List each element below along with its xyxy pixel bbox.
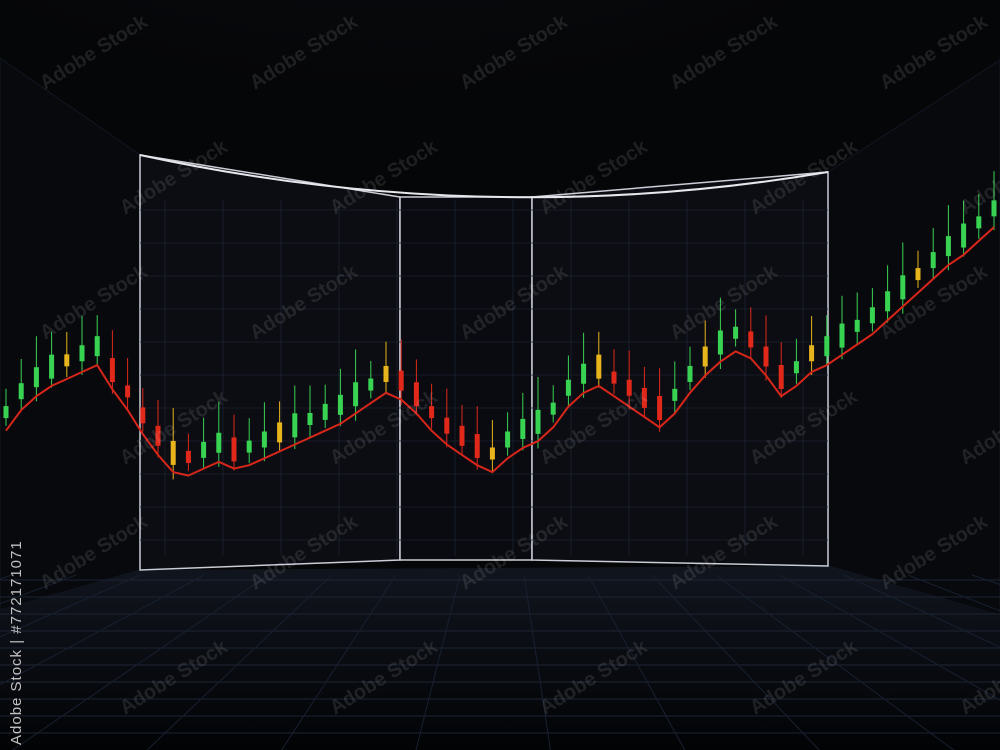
- candle-body: [900, 275, 906, 300]
- floor-grid-line: [715, 574, 954, 750]
- trend-line: [5, 226, 995, 477]
- candle-body: [277, 422, 283, 443]
- floor-grid-line: [843, 574, 1000, 648]
- candle-body: [641, 387, 647, 408]
- floor-grid-line: [779, 574, 1000, 701]
- candle-body: [125, 385, 131, 398]
- candle-body: [915, 268, 921, 281]
- candle-body: [413, 382, 419, 407]
- candle-body: [79, 345, 85, 362]
- candle-body: [839, 323, 845, 348]
- candle-body: [702, 346, 708, 367]
- floor-grid-line: [587, 574, 686, 750]
- candle-body: [337, 394, 343, 415]
- floor-grid-line: [415, 574, 461, 750]
- trading-panels: [139, 154, 829, 571]
- candle-body: [961, 223, 967, 248]
- floor-grid-line: [281, 574, 397, 750]
- candle-body: [763, 346, 769, 367]
- candle-body: [550, 402, 556, 415]
- candle-body: [596, 354, 602, 379]
- candle-body: [353, 382, 359, 407]
- stock-id-text: Adobe Stock | #772171071: [8, 540, 25, 745]
- candle-body: [292, 413, 298, 438]
- candle-body: [322, 403, 328, 420]
- candle-body: [383, 365, 389, 382]
- floor-grid-line: [651, 574, 820, 750]
- candle-body: [976, 216, 982, 229]
- candle-body: [170, 440, 176, 465]
- candle-body: [109, 358, 115, 383]
- floor-grid-line: [12, 574, 269, 750]
- candle-body: [991, 200, 997, 217]
- candle-body: [793, 361, 799, 374]
- candle-body: [687, 365, 693, 382]
- candle-body: [261, 431, 267, 448]
- candle-body: [474, 434, 480, 458]
- candle-body: [748, 331, 754, 348]
- candle-body: [611, 371, 617, 384]
- candle-body: [565, 379, 571, 396]
- candle-body: [657, 396, 663, 421]
- candle-body: [717, 330, 723, 355]
- panel-left: [139, 154, 401, 571]
- candle-body: [94, 336, 100, 357]
- panel-grid: [140, 200, 828, 556]
- candle-body: [733, 326, 739, 339]
- floor: [0, 566, 1000, 750]
- candle-body: [885, 291, 891, 312]
- candle-body: [231, 437, 237, 462]
- candle-body: [672, 388, 678, 401]
- candle-body: [444, 417, 450, 434]
- candle-body: [216, 432, 222, 453]
- floor-grid-line: [907, 574, 1000, 612]
- top-frame-line: [139, 154, 829, 199]
- panel-right: [531, 171, 829, 567]
- candle-body: [520, 418, 526, 439]
- candle-body: [535, 409, 541, 434]
- candle-body: [18, 383, 24, 400]
- candle-body: [64, 354, 70, 367]
- room-walls: [0, 57, 1000, 750]
- candle-body: [3, 406, 9, 419]
- candle-body: [49, 354, 55, 379]
- candle-body: [398, 370, 404, 391]
- candle-body: [368, 378, 374, 391]
- candle-body: [809, 345, 815, 362]
- floor-grid-line: [0, 574, 141, 638]
- candle-body: [307, 413, 313, 425]
- candle-body: [930, 252, 936, 269]
- floor-grid-line: [0, 574, 205, 686]
- floor-grid-line: [523, 574, 551, 750]
- candle-body: [429, 406, 435, 419]
- floor-grid: [0, 574, 1000, 750]
- candle-body: [581, 363, 587, 384]
- candle-body: [824, 336, 830, 357]
- floor-grid-line: [146, 574, 333, 750]
- candle-body: [155, 425, 161, 446]
- candle-body: [33, 367, 39, 388]
- candlestick-series: [3, 171, 997, 480]
- candle-body: [626, 379, 632, 396]
- candle-body: [778, 365, 784, 389]
- candle-body: [246, 440, 252, 453]
- candle-body: [140, 407, 146, 424]
- panel-center: [399, 196, 533, 561]
- candle-body: [459, 425, 465, 446]
- candle-body: [505, 431, 511, 448]
- candle-body: [854, 319, 860, 332]
- candle-body: [185, 450, 191, 463]
- candle-body: [201, 441, 207, 458]
- candle-body: [489, 447, 495, 460]
- candle-body: [945, 236, 951, 257]
- candle-body: [869, 307, 875, 324]
